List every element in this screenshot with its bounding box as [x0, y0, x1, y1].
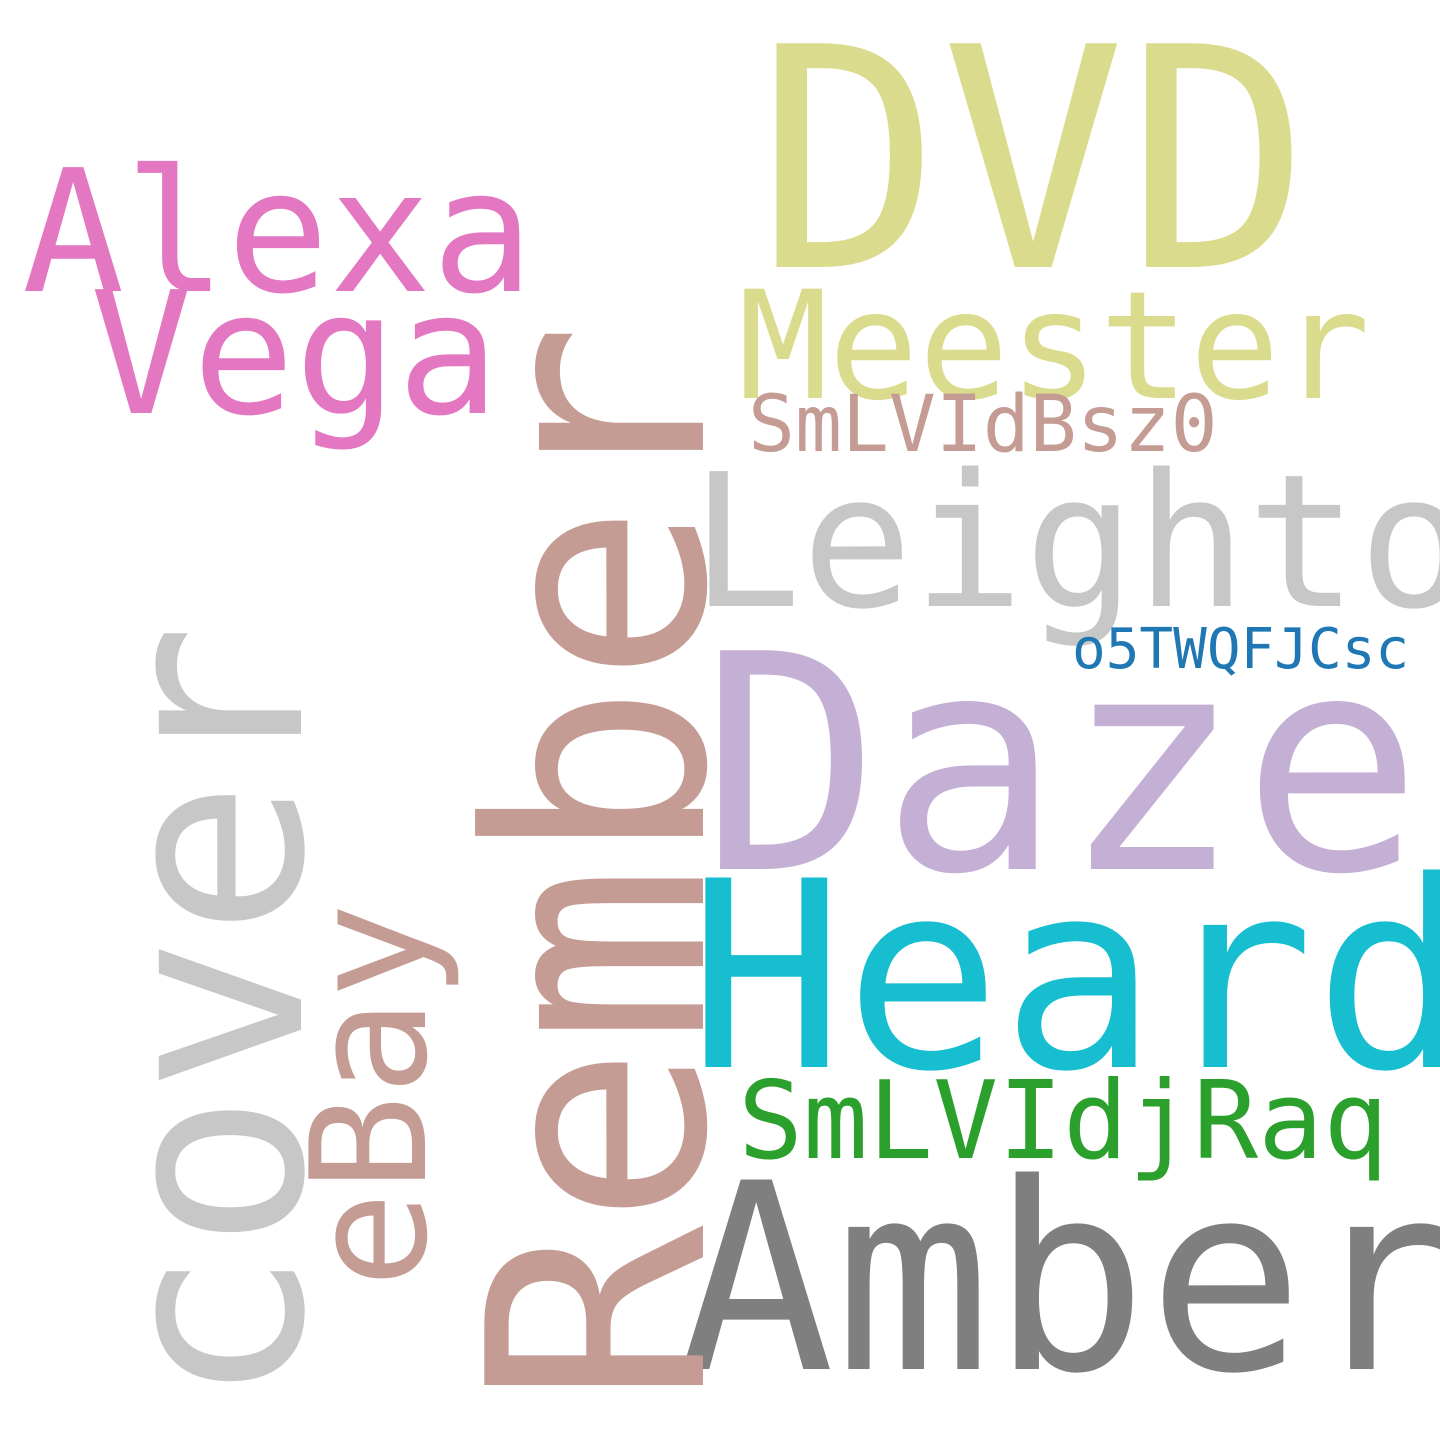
word-vega: Vega — [90, 256, 500, 454]
word-heard: Heard — [688, 827, 1440, 1129]
word-alexa: Alexa — [22, 134, 534, 332]
word-ebay: eBay — [276, 902, 463, 1288]
word-daze: Daze — [700, 591, 1423, 940]
word-smlvidjraq: SmLVIdjRaq — [738, 1059, 1389, 1184]
word-leighton: Leighton — [690, 434, 1440, 650]
word-dvd: DVD — [756, 0, 1311, 340]
word-meester: Meester — [738, 260, 1371, 434]
word-amber: Amber — [678, 1129, 1440, 1431]
word-o5twqfjcsc: o5TWQFJCsc — [1072, 617, 1410, 682]
word-smlvidbsz0: SmLVIdBsz0 — [748, 380, 1218, 470]
word-rember: Rember — [425, 322, 774, 1406]
